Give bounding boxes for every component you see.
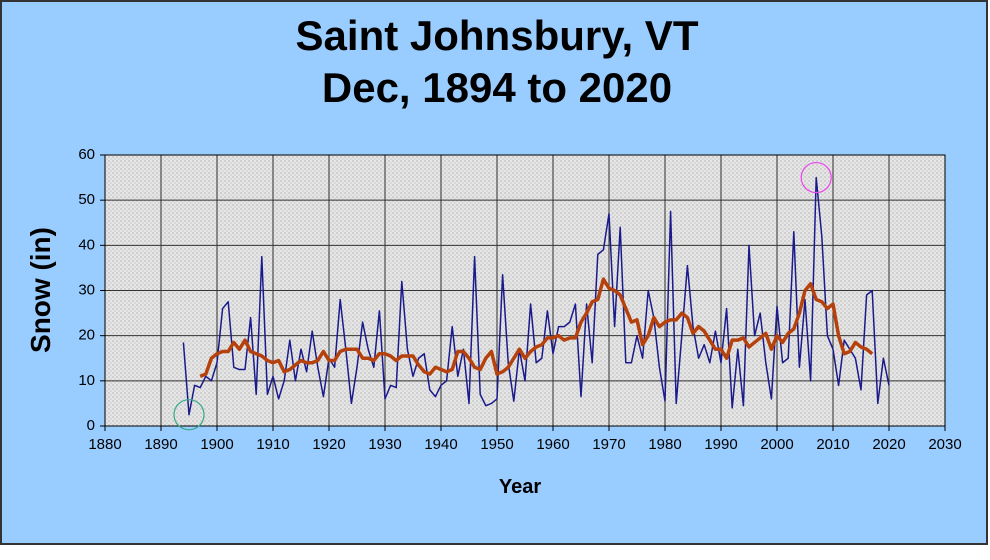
y-tick-label: 0	[87, 417, 95, 434]
y-tick-label: 50	[78, 191, 95, 208]
chart-subtitle: Dec, 1894 to 2020	[322, 64, 672, 111]
x-tick-label: 1920	[312, 436, 345, 453]
y-tick-label: 30	[78, 281, 95, 298]
chart-title: Saint Johnsbury, VT	[296, 12, 699, 59]
x-tick-label: 2020	[872, 436, 905, 453]
x-tick-label: 2000	[760, 436, 793, 453]
plot-border	[104, 154, 946, 427]
x-tick-label: 1940	[424, 436, 457, 453]
y-tick-label: 40	[78, 236, 95, 253]
x-tick-label: 1910	[256, 436, 289, 453]
x-tick-label: 2030	[928, 436, 961, 453]
x-tick-label: 1960	[536, 436, 569, 453]
x-tick-label: 1930	[368, 436, 401, 453]
x-tick-label: 1890	[144, 436, 177, 453]
y-axis-label: Snow (in)	[25, 227, 56, 353]
y-tick-label: 10	[78, 372, 95, 389]
series-line	[182, 176, 890, 416]
min-marker	[173, 399, 205, 431]
y-tick-label: 20	[78, 327, 95, 344]
x-tick-label: 1950	[480, 436, 513, 453]
x-tick-label: 1880	[88, 436, 121, 453]
y-tick-label: 60	[78, 146, 95, 163]
x-axis-label: Year	[499, 476, 541, 498]
x-tick-label: 1990	[704, 436, 737, 453]
series-line	[199, 277, 874, 378]
x-tick-label: 1900	[200, 436, 233, 453]
x-tick-label: 2010	[816, 436, 849, 453]
x-tick-label: 1970	[592, 436, 625, 453]
max-marker	[800, 161, 832, 194]
x-tick-label: 1980	[648, 436, 681, 453]
